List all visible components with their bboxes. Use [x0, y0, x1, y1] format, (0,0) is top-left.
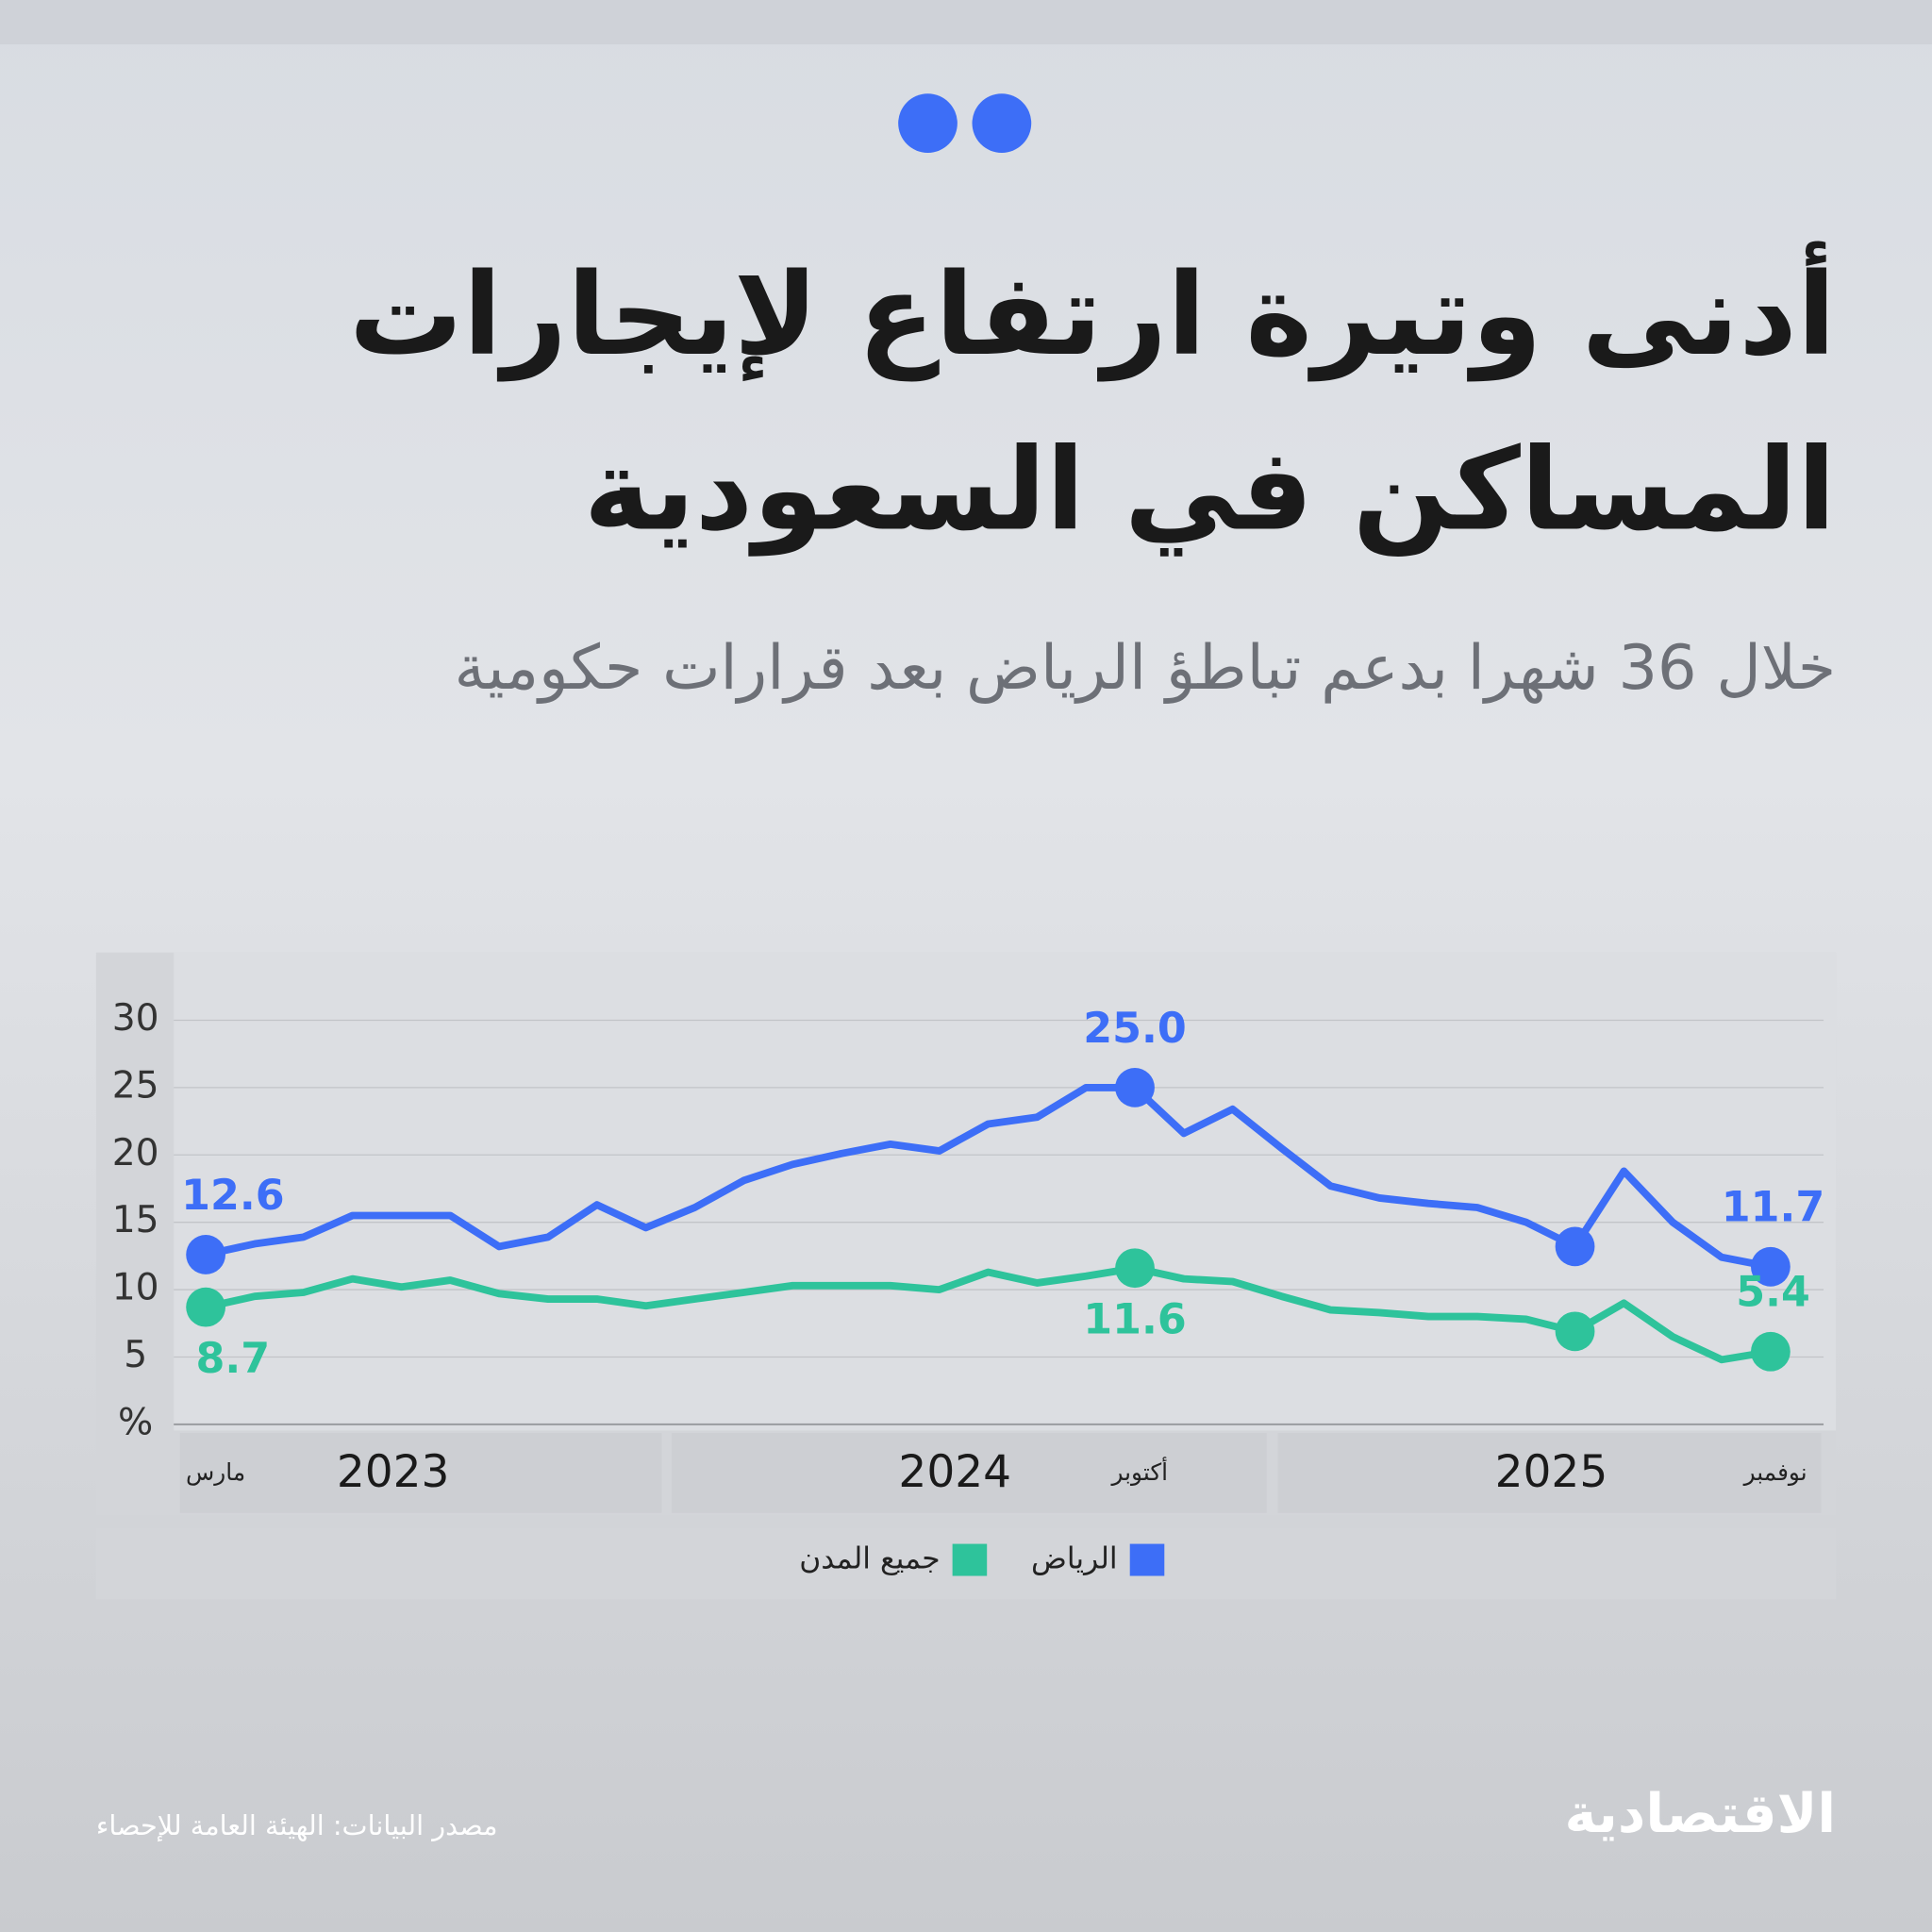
logo-dot [972, 93, 1032, 153]
plot-area [174, 952, 1837, 1431]
y-tick-label: 25 [112, 1064, 159, 1107]
year-band [179, 1433, 662, 1513]
x-tick-label: نوفمبر [1742, 1458, 1807, 1486]
year-band [671, 1433, 1267, 1513]
x-tick-label: مارس [186, 1458, 245, 1486]
x-tick-label: أكتوبر [1109, 1456, 1168, 1486]
year-label: 2023 [337, 1446, 450, 1498]
legend-label: الرياض [1031, 1542, 1118, 1576]
year-band [1277, 1433, 1822, 1513]
data-label: 12.6 [181, 1172, 285, 1220]
source: مصدر البيانات: الهيئة العامة للإحصاء [96, 1809, 498, 1842]
legend-swatch [1129, 1543, 1165, 1576]
series-line [202, 1264, 1774, 1364]
brand: الاقتصادية [1564, 1782, 1836, 1845]
y-tick-label: 20 [112, 1132, 159, 1174]
subtitle: خلال 36 شهرا بدعم تباطؤ الرياض بعد قرارا… [454, 632, 1836, 704]
data-point [186, 1287, 226, 1327]
data-point [1555, 1311, 1595, 1352]
top-strip [0, 0, 1932, 45]
data-point [1115, 1067, 1155, 1108]
y-tick-label: 10 [112, 1267, 159, 1309]
data-label: 25.0 [1083, 1005, 1187, 1053]
title-line: أدنى وتيرة ارتفاع لإيجارات [349, 241, 1836, 382]
y-tick-label: 15 [112, 1199, 159, 1241]
title-line: المساكن في السعودية [584, 424, 1837, 557]
data-point [1751, 1246, 1790, 1287]
legend-swatch [952, 1543, 988, 1576]
data-point [1751, 1331, 1790, 1372]
year-label: 2024 [898, 1446, 1011, 1498]
data-label: 5.4 [1736, 1269, 1810, 1317]
y-tick-label: 30 [112, 997, 159, 1040]
y-tick-label: % [118, 1401, 153, 1443]
year-label: 2025 [1495, 1446, 1608, 1498]
data-label: 11.7 [1722, 1184, 1825, 1232]
data-point [1555, 1226, 1595, 1267]
data-point [186, 1235, 226, 1274]
y-tick-label: 5 [124, 1334, 147, 1376]
series-line [202, 1083, 1774, 1271]
data-point [1115, 1248, 1155, 1289]
legend-label: جميع المدن [799, 1542, 940, 1576]
data-label: 8.7 [196, 1335, 271, 1383]
data-label: 11.6 [1083, 1296, 1187, 1344]
logo-dot [898, 93, 958, 153]
